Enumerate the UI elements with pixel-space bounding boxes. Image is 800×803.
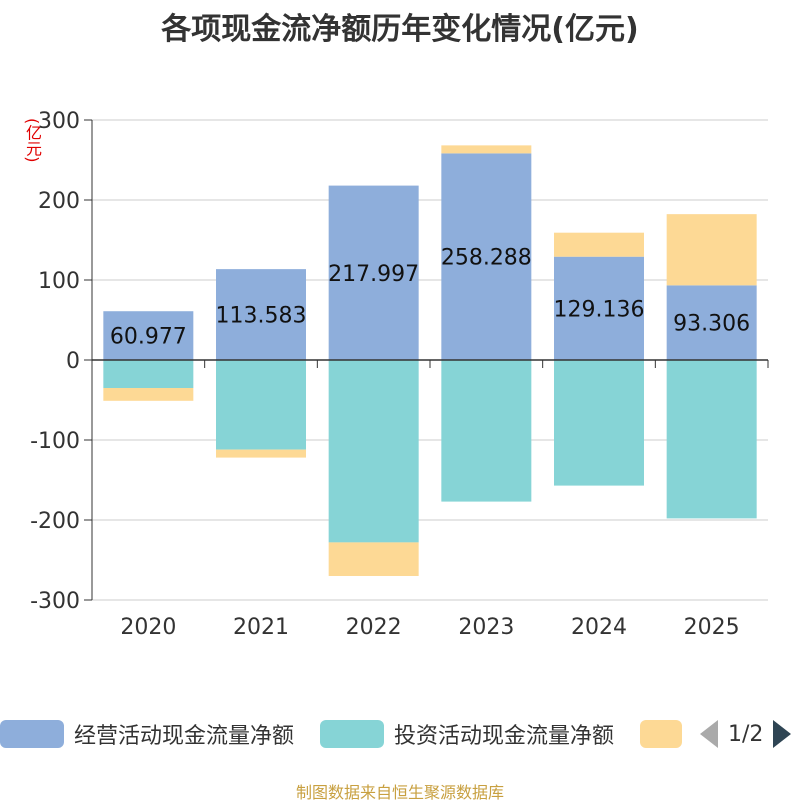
legend-next-page-icon[interactable]	[773, 720, 792, 748]
bar-series1-2024	[554, 360, 644, 486]
data-label: 258.288	[441, 246, 532, 271]
legend-pager: 1/2	[700, 716, 792, 752]
legend-label-operating: 经营活动现金流量净额	[74, 724, 295, 749]
legend: 经营活动现金流量净额 投资活动现金流量净额	[0, 716, 800, 752]
y-tick-label: -200	[30, 509, 80, 534]
y-tick-label: -100	[30, 429, 80, 454]
bar-series0-2022	[328, 185, 419, 360]
y-tick-label: 200	[38, 189, 80, 214]
y-tick-label: 100	[38, 269, 80, 294]
data-label: 217.997	[328, 262, 419, 287]
y-tick-label: 300	[38, 109, 80, 134]
legend-swatch-operating	[0, 720, 64, 748]
y-axis-unit-label: (亿元)	[23, 118, 42, 163]
legend-item-operating[interactable]: 经营活动现金流量净额	[0, 716, 294, 752]
bar-series2-2023	[441, 145, 532, 154]
legend-swatch-investing	[320, 720, 384, 748]
bar-series2-2022	[328, 542, 419, 576]
bar-series0-2025	[666, 285, 757, 360]
x-category-label: 2025	[684, 615, 740, 640]
x-category-label: 2023	[458, 615, 514, 640]
data-label: 60.977	[110, 325, 187, 350]
y-tick-label: -300	[30, 589, 80, 614]
data-label: 93.306	[673, 312, 750, 337]
legend-item-investing[interactable]: 投资活动现金流量净额	[320, 716, 614, 752]
bar-series2-2020	[103, 388, 194, 401]
legend-page-indicator: 1/2	[728, 721, 764, 747]
bar-series0-2024	[554, 256, 644, 360]
bar-series2-2025	[666, 214, 757, 286]
y-tick-label: 0	[66, 349, 80, 374]
bar-series2-2021	[216, 449, 306, 458]
bar-series1-2023	[441, 360, 532, 502]
chart-title: 各项现金流净额历年变化情况(亿元)	[161, 12, 639, 47]
source-note: 制图数据来自恒生聚源数据库	[295, 783, 504, 802]
bar-series0-2020	[103, 311, 194, 360]
x-category-label: 2020	[120, 615, 176, 640]
bar-series1-2025	[666, 360, 757, 519]
legend-item-third[interactable]	[640, 716, 692, 752]
x-category-label: 2022	[346, 615, 402, 640]
x-category-label: 2024	[571, 615, 627, 640]
legend-swatch-third	[640, 720, 682, 748]
bar-series0-2023	[441, 153, 532, 360]
legend-prev-page-icon[interactable]	[700, 720, 718, 748]
bar-series1-2022	[328, 360, 419, 543]
bar-series2-2024	[554, 232, 644, 257]
bar-series0-2021	[216, 269, 306, 360]
data-label: 113.583	[216, 304, 307, 329]
bar-series1-2020	[103, 360, 194, 388]
bar-series1-2021	[216, 360, 306, 450]
legend-label-investing: 投资活动现金流量净额	[394, 724, 615, 749]
x-category-label: 2021	[233, 615, 289, 640]
data-label: 129.136	[554, 297, 645, 322]
